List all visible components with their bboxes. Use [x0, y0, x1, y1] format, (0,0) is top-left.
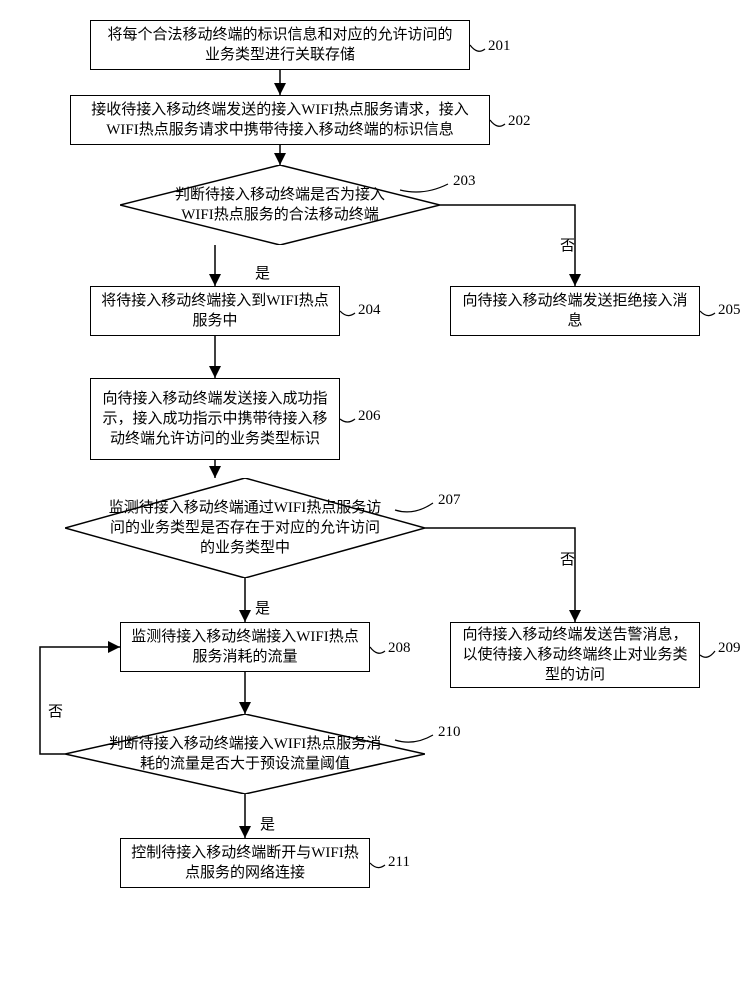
decision-207-text: 监测待接入移动终端通过WIFI热点服务访问的业务类型是否存在于对应的允许访问的业…	[105, 498, 385, 559]
step-206-text: 向待接入移动终端发送接入成功指示，接入成功指示中携带待接入移动终端允许访问的业务…	[101, 389, 329, 450]
step-202-text: 接收待接入移动终端发送的接入WIFI热点服务请求，接入WIFI热点服务请求中携带…	[81, 100, 479, 141]
num-209: 209	[718, 640, 741, 657]
num-202: 202	[508, 113, 531, 130]
decision-210-text: 判断待接入移动终端接入WIFI热点服务消耗的流量是否大于预设流量阈值	[105, 734, 385, 775]
step-201: 将每个合法移动终端的标识信息和对应的允许访问的业务类型进行关联存储	[90, 20, 470, 70]
decision-203: 判断待接入移动终端是否为接入WIFI热点服务的合法移动终端	[120, 165, 440, 245]
num-205: 205	[718, 302, 741, 319]
num-210: 210	[438, 724, 461, 741]
step-211-text: 控制待接入移动终端断开与WIFI热点服务的网络连接	[131, 843, 359, 884]
edge-label-203-no: 否	[560, 234, 575, 255]
edge-label-210-yes: 是	[260, 813, 275, 834]
step-205: 向待接入移动终端发送拒绝接入消息	[450, 286, 700, 336]
decision-207: 监测待接入移动终端通过WIFI热点服务访问的业务类型是否存在于对应的允许访问的业…	[65, 478, 425, 578]
edge-label-207-no: 否	[560, 548, 575, 569]
decision-210: 判断待接入移动终端接入WIFI热点服务消耗的流量是否大于预设流量阈值	[65, 714, 425, 794]
num-203: 203	[453, 173, 476, 190]
edge-label-203-yes: 是	[255, 262, 270, 283]
num-208: 208	[388, 640, 411, 657]
decision-203-text: 判断待接入移动终端是否为接入WIFI热点服务的合法移动终端	[160, 185, 400, 226]
step-206: 向待接入移动终端发送接入成功指示，接入成功指示中携带待接入移动终端允许访问的业务…	[90, 378, 340, 460]
step-209-text: 向待接入移动终端发送告警消息，以使待接入移动终端终止对业务类型的访问	[461, 625, 689, 686]
edge-label-210-no: 否	[48, 700, 63, 721]
num-207: 207	[438, 492, 461, 509]
step-202: 接收待接入移动终端发送的接入WIFI热点服务请求，接入WIFI热点服务请求中携带…	[70, 95, 490, 145]
step-211: 控制待接入移动终端断开与WIFI热点服务的网络连接	[120, 838, 370, 888]
num-206: 206	[358, 408, 381, 425]
num-211: 211	[388, 854, 410, 871]
step-208: 监测待接入移动终端接入WIFI热点服务消耗的流量	[120, 622, 370, 672]
step-201-text: 将每个合法移动终端的标识信息和对应的允许访问的业务类型进行关联存储	[101, 25, 459, 66]
step-204-text: 将待接入移动终端接入到WIFI热点服务中	[101, 291, 329, 332]
step-204: 将待接入移动终端接入到WIFI热点服务中	[90, 286, 340, 336]
edge-label-207-yes: 是	[255, 597, 270, 618]
step-208-text: 监测待接入移动终端接入WIFI热点服务消耗的流量	[131, 627, 359, 668]
num-201: 201	[488, 38, 511, 55]
step-209: 向待接入移动终端发送告警消息，以使待接入移动终端终止对业务类型的访问	[450, 622, 700, 688]
num-204: 204	[358, 302, 381, 319]
step-205-text: 向待接入移动终端发送拒绝接入消息	[461, 291, 689, 332]
